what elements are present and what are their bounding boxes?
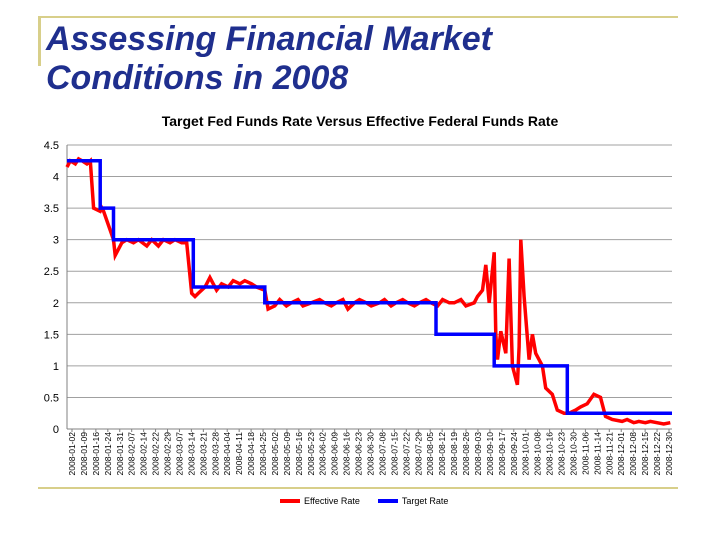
x-tick-label: 2008-01-02 (67, 432, 77, 476)
x-tick-label: 2008-02-07 (127, 432, 137, 476)
x-tick-label: 2008-03-21 (198, 432, 208, 476)
slide-title: Assessing Financial Market Conditions in… (46, 20, 666, 98)
y-tick-label: 0.5 (44, 392, 59, 404)
x-tick-label: 2008-07-08 (377, 432, 387, 476)
x-tick-label: 2008-06-16 (342, 432, 352, 476)
x-tick-label: 2008-10-30 (568, 432, 578, 476)
x-tick-label: 2008-08-12 (437, 432, 447, 476)
x-tick-label: 2008-04-18 (246, 432, 256, 476)
chart-legend: Effective Rate Target Rate (280, 496, 460, 506)
x-tick-label: 2008-09-24 (509, 432, 519, 476)
x-tick-label: 2008-02-29 (163, 432, 173, 476)
x-tick-label: 2008-12-30 (664, 432, 674, 476)
x-tick-label: 2008-10-08 (533, 432, 543, 476)
x-tick-label: 2008-07-29 (413, 432, 423, 476)
x-tick-label: 2008-12-01 (616, 432, 626, 476)
slide-title-line1: Assessing Financial Market (46, 20, 492, 58)
x-tick-label: 2008-04-11 (234, 432, 244, 475)
x-tick-label: 2008-06-23 (354, 432, 364, 476)
x-tick-label: 2008-09-10 (485, 432, 495, 476)
x-tick-label: 2008-12-22 (652, 432, 662, 476)
x-tick-label: 2008-04-04 (222, 432, 232, 476)
x-tick-label: 2008-11-06 (580, 432, 590, 475)
x-tick-label: 2008-03-28 (210, 432, 220, 476)
x-tick-label: 2008-12-08 (628, 432, 638, 476)
x-tick-label: 2008-01-09 (79, 432, 89, 476)
y-tick-label: 2 (53, 298, 59, 310)
x-tick-label: 2008-02-14 (139, 432, 149, 476)
x-tick-label: 2008-09-17 (497, 432, 507, 476)
y-tick-label: 3.5 (44, 203, 59, 215)
x-tick-label: 2008-11-21 (604, 432, 614, 475)
x-tick-label: 2008-11-14 (592, 432, 602, 475)
x-tick-label: 2008-10-23 (557, 432, 567, 476)
legend-label-effective: Effective Rate (304, 496, 360, 506)
x-tick-label: 2008-12-15 (640, 432, 650, 476)
y-tick-label: 0 (53, 424, 59, 436)
x-tick-label: 2008-08-26 (461, 432, 471, 476)
legend-label-target: Target Rate (401, 496, 449, 506)
x-tick-label: 2008-01-24 (103, 432, 113, 476)
x-tick-label: 2008-03-07 (174, 432, 184, 476)
y-tick-label: 2.5 (44, 266, 59, 278)
y-tick-label: 4.5 (44, 140, 59, 152)
top-rule (38, 16, 678, 18)
x-tick-label: 2008-10-01 (521, 432, 531, 476)
left-rule (38, 16, 41, 66)
legend-item-effective: Effective Rate (280, 496, 360, 506)
legend-item-target: Target Rate (377, 496, 449, 506)
x-tick-label: 2008-03-14 (186, 432, 196, 476)
x-tick-label: 2008-04-25 (258, 432, 268, 476)
x-tick-label: 2008-07-22 (401, 432, 411, 476)
y-tick-label: 3 (53, 235, 59, 247)
x-tick-label: 2008-01-16 (91, 432, 101, 476)
x-tick-label: 2008-07-15 (389, 432, 399, 476)
effective-rate-series-line (65, 156, 671, 426)
y-tick-label: 1 (53, 361, 59, 373)
x-tick-label: 2008-02-22 (151, 432, 161, 476)
bottom-rule (38, 487, 678, 489)
slide-title-line2: Conditions in 2008 (46, 59, 349, 97)
x-tick-label: 2008-08-05 (425, 432, 435, 476)
legend-swatch-effective (280, 499, 300, 503)
x-tick-label: 2008-05-02 (270, 432, 280, 476)
x-tick-label: 2008-05-16 (294, 432, 304, 476)
chart-title: Target Fed Funds Rate Versus Effective F… (161, 113, 559, 129)
x-tick-label: 2008-06-30 (366, 432, 376, 476)
y-tick-label: 4 (53, 172, 59, 184)
x-tick-label: 2008-08-19 (449, 432, 459, 476)
legend-swatch-target (377, 499, 398, 503)
y-tick-label: 1.5 (44, 329, 59, 341)
x-tick-label: 2008-01-31 (115, 432, 125, 476)
x-tick-label: 2008-05-09 (282, 432, 292, 476)
x-tick-label: 2008-06-02 (318, 432, 328, 476)
target-rate-series-line (67, 159, 672, 415)
x-tick-label: 2008-05-23 (306, 432, 316, 476)
x-tick-label: 2008-09-03 (473, 432, 483, 476)
x-tick-label: 2008-06-09 (330, 432, 340, 476)
x-tick-label: 2008-10-16 (545, 432, 555, 476)
